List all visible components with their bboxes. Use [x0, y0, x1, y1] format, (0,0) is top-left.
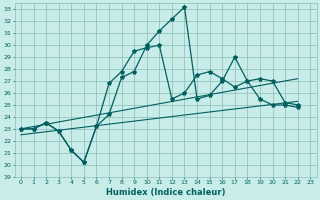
X-axis label: Humidex (Indice chaleur): Humidex (Indice chaleur)	[106, 188, 225, 197]
